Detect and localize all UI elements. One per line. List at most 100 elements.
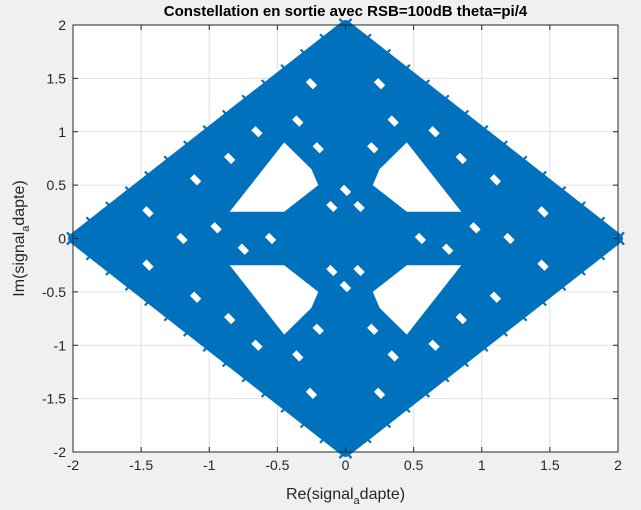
constellation-hole bbox=[372, 142, 462, 212]
x-marker bbox=[591, 216, 606, 231]
constellation-gap bbox=[353, 264, 365, 277]
x-marker bbox=[124, 277, 139, 292]
x-marker bbox=[552, 185, 567, 200]
constellation-hole bbox=[229, 142, 319, 212]
constellation-gap bbox=[387, 115, 399, 127]
y-axis-label-subscript: a bbox=[20, 225, 32, 232]
y-tick-label: 1.5 bbox=[47, 70, 67, 86]
x-marker bbox=[280, 399, 294, 414]
constellation-gap bbox=[251, 339, 263, 351]
constellation-gap bbox=[455, 152, 467, 165]
constellation-gap bbox=[339, 184, 352, 197]
x-marker bbox=[85, 246, 100, 261]
constellation-gap bbox=[189, 174, 202, 186]
x-axis-label: Re(signaladapte) bbox=[286, 486, 405, 507]
x-marker bbox=[319, 33, 333, 48]
constellation-gap bbox=[224, 312, 236, 325]
constellation-gap bbox=[326, 200, 338, 213]
x-marker bbox=[221, 353, 236, 368]
constellation-gap bbox=[312, 323, 324, 335]
x-marker bbox=[572, 201, 586, 215]
x-marker bbox=[591, 246, 606, 261]
x-marker bbox=[533, 292, 547, 307]
constellation-gap bbox=[373, 387, 386, 399]
constellation-gap bbox=[469, 222, 481, 234]
constellation-gap bbox=[442, 243, 454, 255]
x-axis-label-tail: dapte) bbox=[360, 486, 405, 503]
x-tick-label: -2 bbox=[67, 457, 80, 473]
tick-marks bbox=[72, 24, 619, 453]
x-marker bbox=[202, 124, 217, 139]
constellation-gap bbox=[339, 280, 352, 293]
constellation-hole bbox=[372, 265, 462, 335]
x-marker bbox=[260, 384, 275, 398]
constellation-gap bbox=[251, 126, 263, 138]
constellation-gap bbox=[373, 78, 386, 90]
x-marker bbox=[144, 170, 158, 185]
x-marker bbox=[513, 155, 528, 170]
x-tick-label: 2 bbox=[614, 457, 622, 473]
constellation-gap bbox=[537, 259, 549, 271]
y-tick-label: -0.5 bbox=[42, 284, 66, 300]
x-marker bbox=[105, 262, 119, 276]
x-marker bbox=[241, 94, 255, 109]
x-marker bbox=[397, 399, 411, 414]
constellation-gap bbox=[367, 142, 379, 154]
y-axis-label-main: Im(signal bbox=[11, 232, 28, 297]
x-marker bbox=[202, 338, 217, 353]
constellation-gap bbox=[176, 232, 188, 245]
y-tick-label: -1 bbox=[54, 337, 67, 353]
x-marker bbox=[572, 262, 586, 276]
y-axis-label-tail: dapte) bbox=[11, 180, 28, 225]
constellation-gap bbox=[305, 387, 318, 399]
y-tick-label: -1.5 bbox=[42, 391, 66, 407]
x-marker bbox=[455, 109, 470, 124]
x-marker bbox=[436, 368, 450, 383]
constellation-gap bbox=[292, 350, 304, 362]
x-marker bbox=[358, 429, 372, 444]
constellation-gap bbox=[326, 264, 338, 277]
x-marker bbox=[494, 323, 508, 337]
x-marker bbox=[144, 292, 158, 307]
constellation-gap bbox=[142, 259, 154, 271]
constellation-gap bbox=[237, 243, 249, 255]
x-marker bbox=[183, 140, 197, 154]
x-marker bbox=[260, 79, 275, 93]
x-marker bbox=[319, 429, 333, 444]
constellation-gap bbox=[264, 232, 277, 245]
x-marker bbox=[124, 185, 139, 200]
constellation-gap bbox=[428, 339, 440, 351]
x-tick-label: -0.5 bbox=[265, 457, 289, 473]
x-marker bbox=[474, 338, 489, 353]
x-marker bbox=[299, 414, 314, 429]
x-marker bbox=[163, 155, 178, 170]
constellation-gap bbox=[367, 323, 379, 335]
x-tick-label: 0.5 bbox=[404, 457, 424, 473]
x-marker bbox=[163, 307, 178, 322]
constellation-gap bbox=[224, 152, 236, 165]
constellation-gap bbox=[292, 115, 304, 127]
y-tick-label: -2 bbox=[54, 444, 67, 460]
x-marker bbox=[105, 201, 119, 215]
x-marker bbox=[377, 414, 392, 429]
constellation-gap bbox=[312, 142, 324, 154]
x-marker bbox=[416, 79, 431, 93]
x-marker bbox=[416, 384, 431, 398]
x-marker bbox=[280, 63, 294, 78]
constellation-gap bbox=[503, 232, 515, 245]
x-marker bbox=[533, 170, 547, 185]
y-tick-label: 0 bbox=[58, 231, 66, 247]
constellation-gap bbox=[210, 222, 222, 234]
x-marker bbox=[494, 140, 508, 154]
constellation-gap bbox=[489, 291, 502, 303]
constellation-gap bbox=[414, 232, 427, 245]
constellation-hole bbox=[229, 265, 319, 335]
x-tick-label: 1.5 bbox=[540, 457, 560, 473]
constellation-gap bbox=[428, 126, 440, 138]
constellation-gap bbox=[305, 78, 318, 90]
constellation-gap bbox=[189, 291, 202, 303]
constellation-gap bbox=[142, 206, 154, 218]
x-marker bbox=[358, 33, 372, 48]
constellation-gap bbox=[537, 206, 549, 218]
x-marker bbox=[221, 109, 236, 124]
